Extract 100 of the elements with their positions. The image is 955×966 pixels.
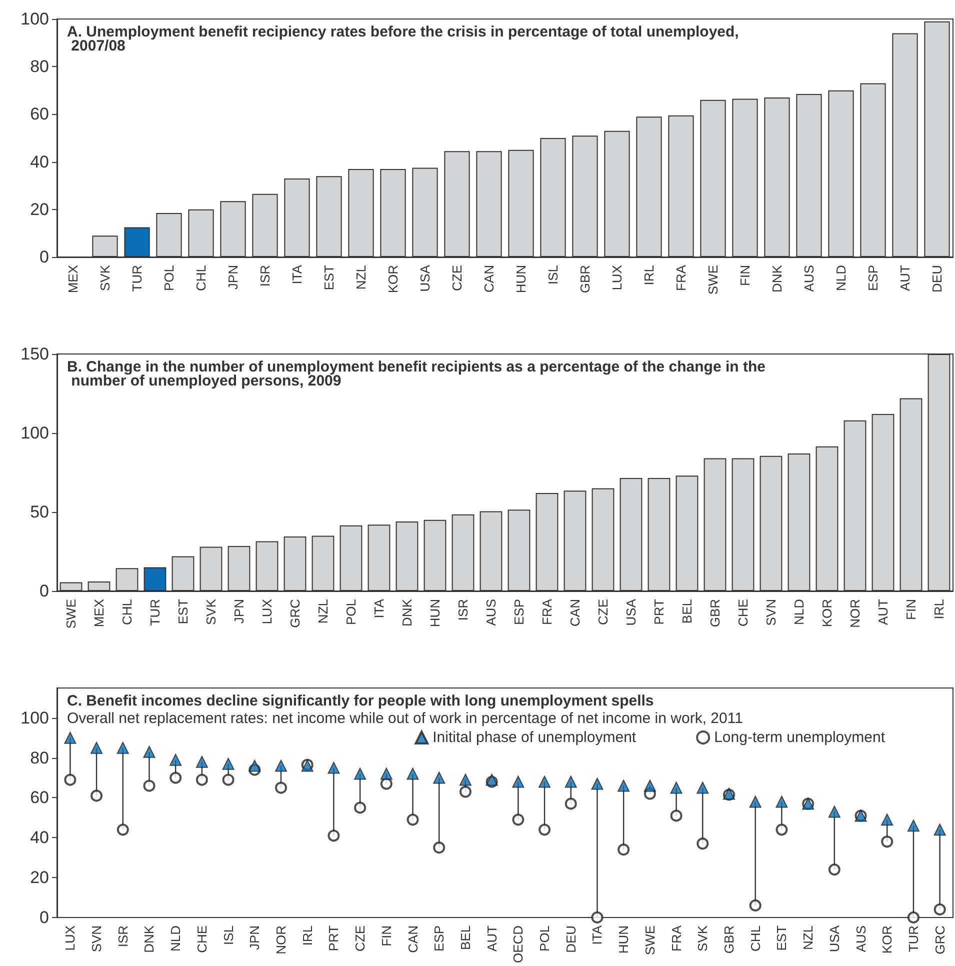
x-tick-label: ESP xyxy=(866,265,880,292)
x-tick-label: POL xyxy=(344,599,358,626)
x-tick-label: FIN xyxy=(378,925,394,946)
x-tick-label: FRA xyxy=(674,264,688,291)
x-tick-label: CHE xyxy=(194,925,210,953)
x-tick-label: SWE xyxy=(642,925,658,956)
x-tick-label: CAN xyxy=(482,265,496,292)
x-tick-label: SVN xyxy=(89,925,104,952)
y-tick-label: 0 xyxy=(40,582,49,600)
x-tick-label: CHL xyxy=(748,925,763,952)
x-tick-label: ISR xyxy=(258,265,272,287)
x-tick-label: LUX xyxy=(610,264,624,290)
x-tick-label: AUS xyxy=(802,264,816,292)
x-tick-label: DEU xyxy=(563,925,578,953)
x-tick-label: EST xyxy=(774,925,790,951)
x-tick-label: ITA xyxy=(372,598,386,618)
x-tick-label: SWE xyxy=(706,264,720,295)
x-tick-label: FRA xyxy=(540,598,554,625)
x-tick-label: DNK xyxy=(770,264,784,292)
x-tick-label: BEL xyxy=(680,599,694,624)
x-tick-label: EST xyxy=(176,598,190,624)
x-tick-label: CHL xyxy=(194,265,208,292)
x-tick-label: HUN xyxy=(616,925,632,954)
x-tick-label: SVN xyxy=(764,599,778,626)
x-tick-label: KOR xyxy=(880,925,895,954)
x-tick-label: IRL xyxy=(300,925,315,946)
x-tick-label: KOR xyxy=(820,599,834,628)
x-tick-label: SVK xyxy=(98,264,112,292)
x-tick-label: DEU xyxy=(930,265,944,292)
x-tick-label: ITA xyxy=(290,264,304,284)
x-tick-label: MEX xyxy=(66,264,80,294)
x-tick-label: ISL xyxy=(220,925,236,945)
x-tick-label: SVK xyxy=(204,598,218,626)
x-tick-label: JPN xyxy=(232,599,246,624)
x-tick-label: ISR xyxy=(456,599,470,621)
x-tick-label: CZE xyxy=(450,264,464,291)
y-tick-label: 50 xyxy=(30,502,49,522)
x-tick-label: PRT xyxy=(326,925,342,952)
x-tick-label: JPN xyxy=(247,925,262,950)
x-tick-label: CHL xyxy=(120,599,134,626)
x-tick-label: NLD xyxy=(834,265,848,292)
y-tick-label: 20 xyxy=(30,200,49,219)
y-tick-label: 40 xyxy=(30,828,49,848)
x-tick-label: TUR xyxy=(148,599,162,626)
x-tick-label: GBR xyxy=(578,265,592,294)
x-tick-label: TUR xyxy=(130,265,144,292)
x-tick-label: NOR xyxy=(274,925,288,954)
legend-label: Long-term unemployment xyxy=(714,729,886,746)
x-tick-label: CAN xyxy=(405,925,420,953)
y-tick-label: 100 xyxy=(20,424,49,442)
x-tick-label: NOR xyxy=(848,599,862,628)
x-tick-label: CZE xyxy=(352,925,368,952)
x-tick-label: TUR xyxy=(906,925,921,952)
chart-title: C. Benefit incomes decline significantly for people with long unemployment spells xyxy=(67,692,654,710)
x-tick-label: ITA xyxy=(590,925,605,945)
x-tick-label: NZL xyxy=(316,599,330,624)
x-tick-label: NZL xyxy=(354,265,368,290)
x-tick-label: PRT xyxy=(652,598,666,625)
text: A. Unemployment benefit recipiency rates before the crisis in percentage of total unemployed, 2007/08 xyxy=(67,24,739,54)
x-tick-label: FIN xyxy=(904,599,918,620)
y-tick-label: 100 xyxy=(20,708,49,728)
x-tick-label: FRA xyxy=(668,925,684,952)
x-tick-label: LUX xyxy=(62,925,78,951)
legend-label: Initital phase of unemployment xyxy=(432,729,637,746)
x-tick-label: GBR xyxy=(722,925,736,954)
y-tick-label: 80 xyxy=(30,57,49,76)
x-tick-label: AUS xyxy=(484,598,498,626)
y-tick-label: 100 xyxy=(20,10,49,28)
x-tick-label: NZL xyxy=(800,925,816,950)
x-tick-label: DNK xyxy=(400,598,414,626)
x-tick-label: IRL xyxy=(932,599,946,620)
x-tick-label: USA xyxy=(826,925,842,952)
y-tick-label: 60 xyxy=(30,104,49,124)
x-tick-label: GRC xyxy=(288,599,302,628)
x-tick-label: JPN xyxy=(226,265,240,290)
x-tick-label: GRC xyxy=(932,925,948,954)
x-tick-label: IRL xyxy=(642,265,656,286)
x-tick-label: LUX xyxy=(260,598,274,624)
x-tick-label: CAN xyxy=(568,599,582,626)
x-tick-label: KOR xyxy=(386,265,400,294)
y-tick-label: 0 xyxy=(40,908,49,927)
x-tick-label: EST xyxy=(322,264,336,290)
x-tick-label: GBR xyxy=(708,599,722,628)
x-tick-label: FIN xyxy=(738,265,752,286)
y-tick-label: 80 xyxy=(30,748,49,768)
x-tick-label: DNK xyxy=(142,925,157,953)
x-tick-label: POL xyxy=(537,925,552,952)
x-tick-label: SWE xyxy=(64,598,78,629)
x-tick-label: CHE xyxy=(736,598,750,626)
x-tick-label: BEL xyxy=(458,925,473,950)
x-tick-label: USA xyxy=(624,598,638,626)
x-tick-label: USA xyxy=(418,264,432,292)
y-tick-label: 20 xyxy=(30,868,49,888)
x-tick-label: MEX xyxy=(92,598,106,628)
x-tick-label: AUT xyxy=(898,264,912,291)
y-tick-label: 40 xyxy=(30,152,49,172)
x-tick-label: POL xyxy=(162,265,176,292)
x-tick-label: ISL xyxy=(546,265,560,285)
x-tick-label: HUN xyxy=(514,265,528,294)
text: B. Change in the number of unemployment benefit recipients as a percentage of the change in the number of unemployed persons, 2009 xyxy=(67,358,766,390)
